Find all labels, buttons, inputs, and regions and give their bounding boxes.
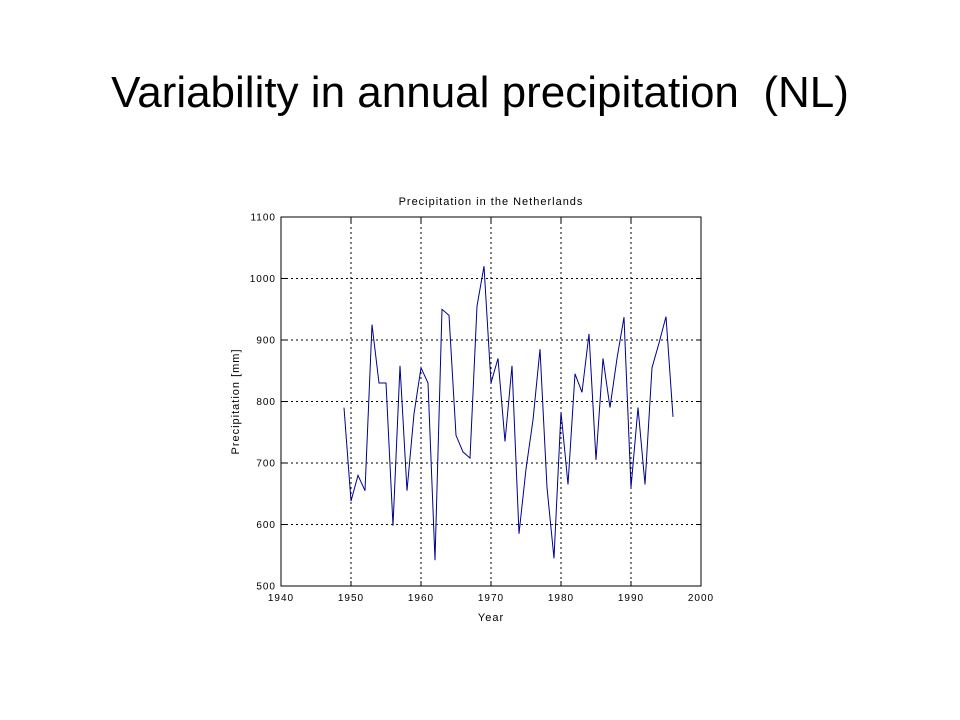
y-tick-label: 700 <box>256 459 276 470</box>
x-tick-label: 2000 <box>688 593 714 604</box>
y-axis-label: Precipitation [mm] <box>230 348 242 454</box>
x-tick-label: 1990 <box>618 593 644 604</box>
tick-labels: 1940 1950 1960 1970 1980 1990 2000 500 600 700 800… <box>250 213 714 605</box>
grid-lines <box>281 217 701 586</box>
y-tick-label: 500 <box>256 582 276 593</box>
y-tick-label: 800 <box>256 397 276 408</box>
y-tick-label: 1100 <box>250 213 276 224</box>
y-tick-label: 900 <box>256 336 276 347</box>
x-tick-label: 1970 <box>478 593 504 604</box>
x-tick-label: 1940 <box>268 593 294 604</box>
chart-title: Precipitation in the Netherlands <box>399 196 584 208</box>
x-tick-label: 1950 <box>338 593 364 604</box>
y-tick-label: 1000 <box>250 274 276 285</box>
x-tick-label: 1980 <box>548 593 574 604</box>
slide-title: Variability in annual precipitation (NL) <box>111 68 849 117</box>
axis-ticks <box>280 216 702 587</box>
x-axis-label: Year <box>478 612 504 624</box>
y-tick-label: 600 <box>256 520 276 531</box>
precipitation-series-line <box>343 266 674 561</box>
x-tick-label: 1960 <box>408 593 434 604</box>
